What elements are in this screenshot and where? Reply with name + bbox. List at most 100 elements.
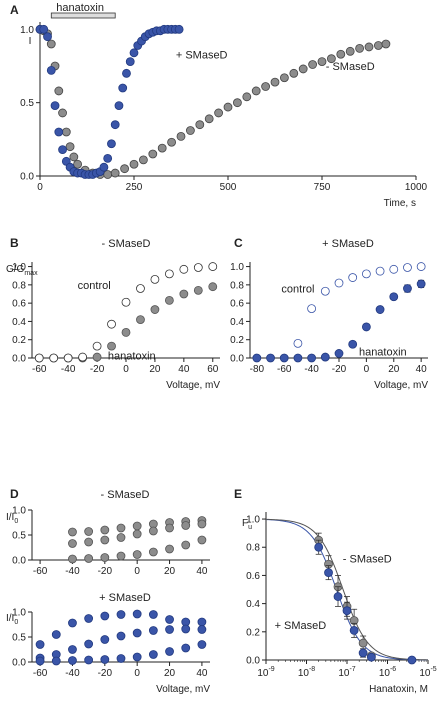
x-tick-label: 0 [37,182,43,193]
data-point [118,83,128,93]
data-point [103,153,113,163]
x-tick-label: 20 [164,668,176,679]
data-point [99,162,109,172]
data-point [68,656,77,665]
data-point [164,269,174,279]
panel-label: C [234,236,243,250]
data-point [403,263,412,272]
data-point [167,137,177,147]
x-tick-label: 10-8 [298,666,315,679]
data-point [355,44,365,53]
minus-smased-label: - SMaseD [343,554,392,566]
x-tick-label: 40 [178,364,190,375]
panel-A: A I 0 250 500 750 1000 0.0 0.5 1.0 Time, s hanatoxi… [10,2,428,209]
data-point [165,523,174,533]
data-point [181,521,191,530]
control-label: control [281,283,314,295]
data-point [114,101,124,110]
panel-title: - SMaseD [101,489,150,501]
panel-label: D [10,487,19,501]
data-point [293,338,303,348]
data-point [46,39,56,49]
data-point [148,650,158,659]
data-point [181,624,191,634]
data-point [208,282,218,292]
data-point [336,49,346,59]
data-point [389,292,399,302]
data-point [39,24,49,34]
data-point [197,617,207,627]
y-tick-label: 0.2 [12,335,26,346]
data-point [100,553,110,562]
y-tick-label: 0.4 [230,317,244,328]
data-point [375,305,385,314]
x-tick-label: 750 [314,182,331,193]
data-point [138,155,148,165]
x-axis-label: Time, s [384,198,416,209]
data-point [270,77,280,87]
data-point [185,126,195,135]
data-point [136,284,145,293]
data-point [122,68,131,78]
fit-curve [265,519,429,661]
data-point [232,98,242,108]
data-point [298,64,308,74]
x-tick-label: -80 [250,364,265,375]
y-tick-label: 1.0 [12,506,26,517]
data-point [193,285,203,295]
data-point [92,341,102,351]
data-point [150,274,160,284]
y-axis-label: I/I0 [6,613,18,626]
data-point [125,57,135,66]
data-point [68,618,77,628]
x-tick-label: -60 [32,364,47,375]
data-point [214,108,224,118]
data-point [132,652,142,662]
data-point [348,273,358,282]
data-point [100,655,110,664]
data-point [407,655,417,665]
data-point [251,86,261,96]
x-tick-label: -40 [65,668,80,679]
data-point [107,319,116,329]
data-point [110,168,120,178]
data-point [84,614,94,623]
x-tick-label: 10-6 [379,666,396,679]
panel-D1: D - SMaseD I/I0 -60 -40 -20 0 20 40 0.0 0.5 1.0 [6,487,210,577]
data-point [116,533,126,542]
data-point [279,73,289,83]
x-axis-label: Voltage, mV [156,684,210,695]
data-point [84,554,94,563]
panel-B: B - SMaseD G/Gmax -60 -40 -20 0 20 40 60 0.0 0.2 0.4… [6,236,220,391]
data-point [132,550,142,559]
data-point [165,625,174,634]
fit-curve [265,518,429,661]
x-tick-label: 0 [134,668,140,679]
data-point [132,628,142,638]
data-point [326,54,336,64]
panel-title: + SMaseD [322,238,374,250]
y-tick-label: 1.0 [12,608,26,619]
hanatoxin-label: hanatoxin [56,2,104,14]
data-point [63,353,73,363]
data-point [129,159,139,169]
data-point [58,145,67,155]
panel-E: E Fu 10-9 10-8 10-7 10-6 10-5 0.0 0.2 0.4 0.6 0.8 1.… [234,487,437,695]
x-tick-label: -20 [90,364,105,375]
y-tick-label: 1.0 [230,262,244,273]
plus-smased-label: + SMaseD [176,49,228,61]
y-tick-label: 1.0 [20,25,34,36]
data-point [375,266,385,276]
x-tick-label: 1000 [405,182,428,193]
data-point [416,262,426,271]
x-tick-label: -20 [98,668,113,679]
data-point [84,527,94,536]
y-tick-label: 0.0 [230,354,244,365]
x-tick-label: -40 [61,364,76,375]
y-tick-label: 1.0 [12,262,26,273]
data-point [148,610,158,619]
data-point [361,269,371,279]
y-tick-label: 0.4 [246,599,260,610]
data-point [373,41,383,50]
